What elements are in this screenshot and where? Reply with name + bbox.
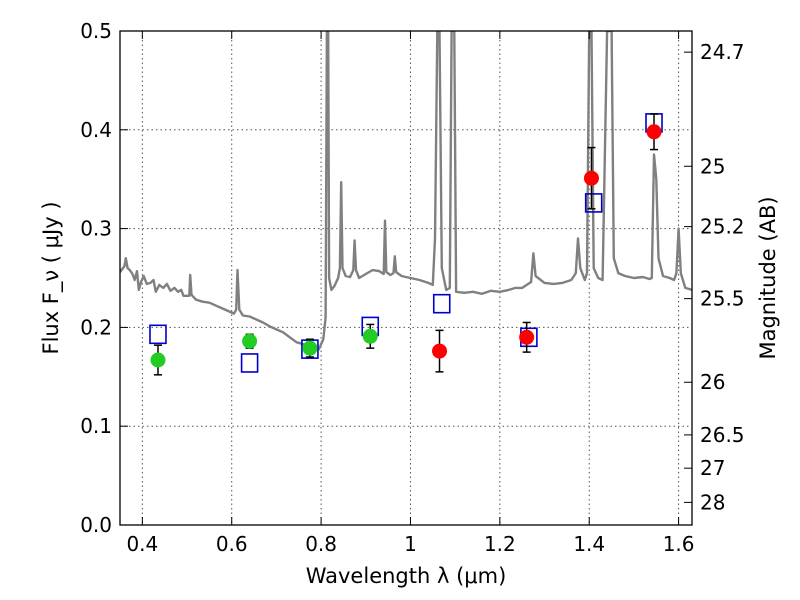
x-tick-label: 0.6 [216, 532, 248, 556]
mag-tick-label: 26.5 [700, 423, 745, 447]
x-tick-label: 0.8 [305, 532, 337, 556]
observed-circle-point [519, 329, 535, 345]
photometry-points [149, 113, 663, 376]
observed-circle-point [362, 328, 378, 344]
mag-tick-label: 25.5 [700, 287, 745, 311]
mag-tick-label: 26 [700, 370, 725, 394]
model-square-point [240, 353, 259, 373]
observed-circle-point [583, 170, 599, 186]
observed-circle-point [242, 333, 258, 349]
spectrum [120, 31, 692, 351]
spectrum-line [120, 31, 692, 351]
observed-circle-point [432, 343, 448, 359]
plot-frame [119, 30, 693, 526]
x-axis-title: Wavelength λ (μm) [306, 564, 507, 588]
axis-ticks: 0.4 0.6 0.8 1 1.2 1.4 1.6 0.0 0.1 0.2 0.3 0.4 0.5 24.… [80, 19, 744, 556]
mag-tick-label: 24.7 [700, 40, 745, 64]
mag-tick-label: 25.2 [700, 215, 745, 239]
mag-tick-label: 25 [700, 154, 725, 178]
magnitude-axis-title: Magnitude (AB) [756, 196, 780, 359]
mag-tick-label: 27 [700, 456, 725, 480]
x-tick-label: 1.6 [663, 532, 695, 556]
y-tick-label: 0.4 [80, 118, 112, 142]
y-tick-label: 0.3 [80, 217, 112, 241]
y-tick-label: 0.0 [80, 513, 112, 537]
x-tick-label: 0.4 [126, 532, 158, 556]
x-tick-label: 1.2 [484, 532, 516, 556]
observed-circle-point [150, 352, 166, 368]
observed-circle-point [302, 340, 318, 356]
model-square-point [149, 324, 167, 345]
y-tick-label: 0.5 [80, 19, 112, 43]
model-square-point [584, 193, 603, 213]
y-tick-label: 0.1 [80, 414, 112, 438]
y-axis-title: Flux F_ν ( μJy ) [39, 201, 64, 354]
x-tick-label: 1 [404, 532, 417, 556]
x-tick-label: 1.4 [573, 532, 605, 556]
observed-circle-point [646, 124, 662, 140]
model-square-point [432, 293, 451, 314]
y-tick-label: 0.2 [80, 315, 112, 339]
mag-tick-label: 28 [700, 490, 725, 514]
